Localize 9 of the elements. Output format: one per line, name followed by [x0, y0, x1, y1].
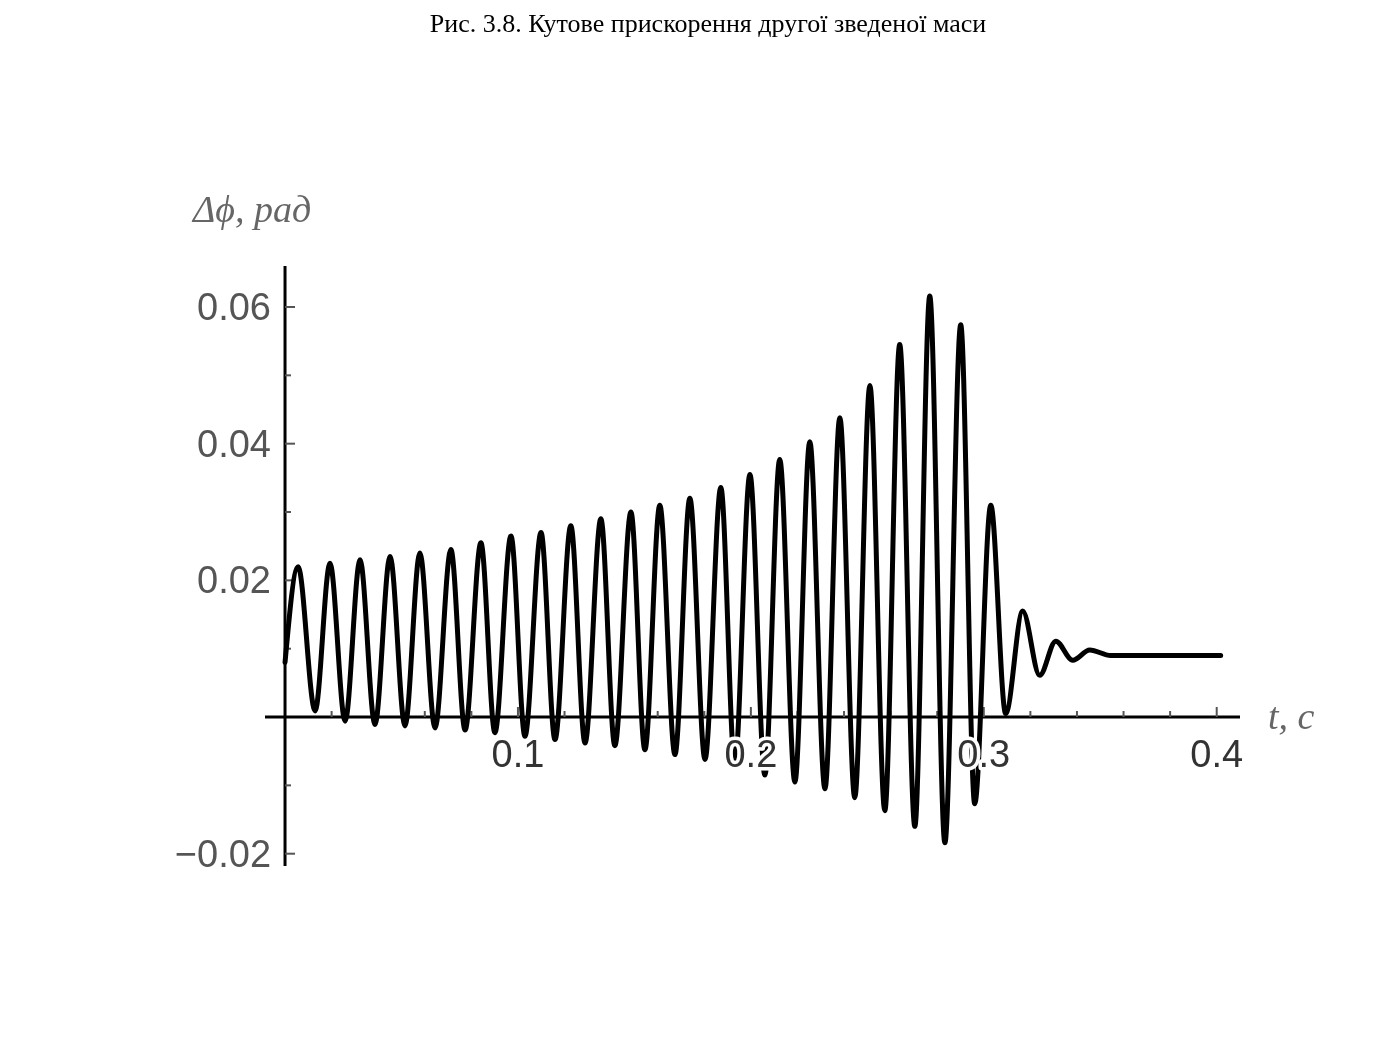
x-axis-title: t, c	[1268, 695, 1315, 738]
y-tick-label: −0.02	[174, 832, 272, 875]
x-tick-label: 0.4	[1190, 733, 1244, 776]
chart-title: Рис. 3.8. Кутове прискорення другої зведеної маси	[429, 9, 987, 38]
y-tick-label: 0.04	[197, 422, 272, 465]
y-tick-label: 0.06	[197, 286, 272, 328]
y-tick-label: 0.02	[197, 559, 272, 602]
x-tick-label: 0.1	[491, 733, 545, 776]
y-axis-title: Δϕ, рад	[191, 188, 312, 230]
